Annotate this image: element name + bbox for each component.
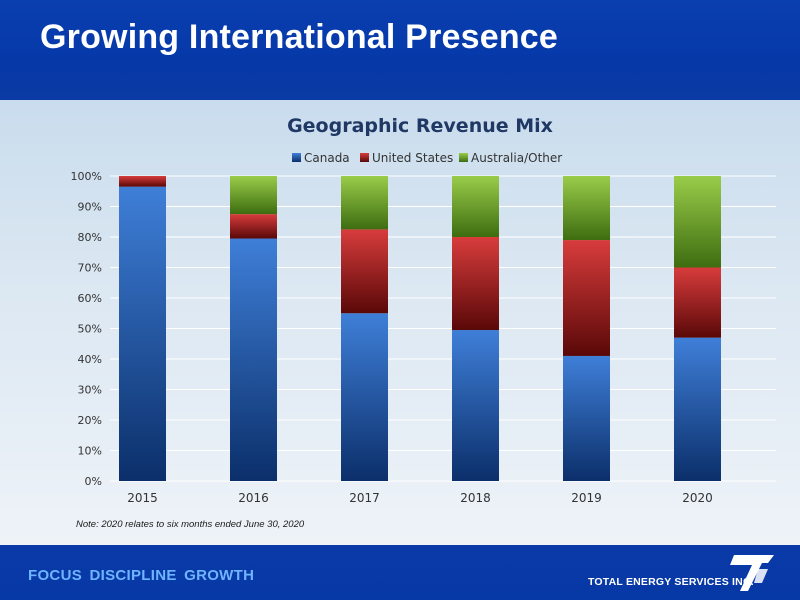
chart-title: Geographic Revenue Mix	[287, 115, 553, 137]
y-tick-label: 60%	[78, 292, 102, 305]
bar-2020-australia-other	[674, 176, 721, 268]
bar-2019-canada	[563, 355, 610, 481]
legend-label: Canada	[304, 151, 350, 165]
x-tick-label: 2016	[238, 491, 269, 505]
bar-2018-united-states	[452, 237, 499, 331]
bars	[119, 176, 721, 482]
legend-label: Australia/Other	[471, 151, 562, 165]
bar-2016-australia-other	[230, 176, 277, 215]
footer-banner: FOCUS DISCIPLINE GROWTH TOTAL ENERGY SER…	[0, 545, 800, 600]
legend-label: United States	[372, 151, 453, 165]
bar-2017-united-states	[341, 229, 388, 314]
page-title: Growing International Presence	[40, 18, 559, 56]
bar-2017-australia-other	[341, 176, 388, 230]
company-name: TOTAL ENERGY SERVICES INC.	[588, 576, 754, 588]
bar-2016-united-states	[230, 214, 277, 239]
chart-note: Note: 2020 relates to six months ended J…	[76, 519, 305, 530]
x-tick-label: 2019	[571, 491, 602, 505]
x-axis-ticks: 2015 2016 2017 2018 2019 2020	[127, 491, 713, 505]
bar-2019-united-states	[563, 240, 610, 356]
y-tick-label: 30%	[78, 384, 102, 397]
x-tick-label: 2018	[460, 491, 491, 505]
company-logo-icon	[730, 555, 774, 591]
y-tick-label: 50%	[78, 323, 102, 336]
header-banner: Growing International Presence	[0, 0, 800, 100]
bar-2017-canada	[341, 313, 388, 481]
y-tick-label: 90%	[78, 201, 102, 214]
y-tick-label: 40%	[78, 353, 102, 366]
y-tick-label: 0%	[85, 475, 102, 488]
legend-swatch	[360, 153, 369, 162]
footer-tagline: FOCUS DISCIPLINE GROWTH	[28, 567, 255, 584]
x-tick-label: 2017	[349, 491, 380, 505]
revenue-mix-chart: Geographic Revenue Mix Canada United Stat…	[71, 115, 776, 505]
bar-2016-canada	[230, 238, 277, 481]
bar-2019-australia-other	[563, 176, 610, 241]
y-tick-label: 20%	[78, 414, 102, 427]
legend-swatch	[459, 153, 468, 162]
x-tick-label: 2015	[127, 491, 158, 505]
y-tick-label: 10%	[78, 445, 102, 458]
y-tick-label: 70%	[78, 262, 102, 275]
y-axis-ticks: 0% 10% 20% 30% 40% 50% 60% 70% 80% 90% 100%	[71, 170, 102, 488]
y-tick-label: 80%	[78, 231, 102, 244]
bar-2018-australia-other	[452, 176, 499, 237]
bar-2020-canada	[674, 337, 721, 481]
bar-2015-canada	[119, 186, 166, 482]
bar-2015-united-states	[119, 176, 166, 187]
gridlines	[110, 175, 776, 482]
y-tick-label: 100%	[71, 170, 102, 183]
legend-swatch	[292, 153, 301, 162]
bar-2020-united-states	[674, 267, 721, 338]
chart-legend: Canada United States Australia/Other	[292, 151, 562, 165]
x-tick-label: 2020	[682, 491, 713, 505]
bar-2018-canada	[452, 330, 499, 481]
